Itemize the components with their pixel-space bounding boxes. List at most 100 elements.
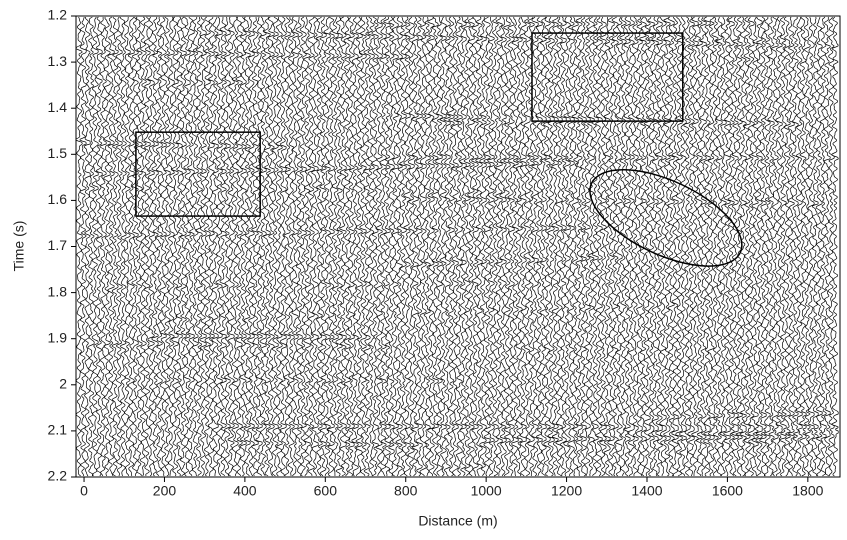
trace [807, 16, 815, 477]
trace [615, 16, 623, 477]
trace [207, 17, 215, 477]
trace [259, 16, 267, 477]
trace [119, 16, 127, 477]
trace [775, 16, 783, 477]
trace [111, 16, 119, 477]
trace [511, 16, 519, 477]
trace [267, 16, 275, 477]
trace [399, 16, 407, 477]
trace [515, 16, 523, 477]
trace [819, 16, 827, 477]
trace [263, 16, 271, 477]
trace [443, 16, 451, 477]
trace [671, 16, 679, 477]
y-tick-label: 1.6 [48, 191, 68, 207]
trace [203, 16, 211, 477]
trace [607, 16, 615, 477]
trace [811, 16, 819, 477]
y-axis-label: Time (s) [11, 221, 27, 272]
y-tick-label: 1.8 [48, 283, 68, 299]
trace [639, 16, 647, 477]
y-tick-label: 2 [59, 376, 67, 392]
trace [771, 16, 779, 477]
trace [643, 16, 651, 477]
trace [335, 16, 343, 477]
trace [415, 16, 423, 477]
trace [195, 16, 203, 477]
trace [699, 16, 707, 477]
trace [463, 16, 471, 477]
trace [815, 16, 823, 477]
trace [79, 16, 87, 477]
trace [663, 16, 671, 477]
trace [831, 16, 839, 477]
trace [143, 16, 151, 477]
trace [491, 16, 499, 477]
trace [791, 16, 799, 477]
trace [139, 16, 147, 477]
trace [567, 16, 575, 477]
trace [395, 16, 403, 477]
trace [827, 16, 835, 477]
trace [823, 16, 831, 477]
trace [327, 16, 335, 477]
trace [135, 16, 143, 477]
trace [255, 16, 263, 477]
trace [271, 16, 279, 477]
trace [723, 16, 731, 477]
x-tick-label: 1600 [712, 483, 743, 499]
trace [383, 16, 391, 477]
trace [559, 16, 567, 477]
trace [503, 16, 511, 477]
trace [347, 16, 355, 477]
trace [755, 16, 763, 477]
x-tick-label: 1400 [631, 483, 662, 499]
trace [527, 16, 535, 476]
trace [423, 17, 431, 477]
trace [655, 16, 663, 477]
trace [767, 16, 775, 477]
trace [687, 16, 695, 477]
trace [695, 16, 703, 477]
trace [551, 16, 559, 477]
trace [459, 16, 467, 477]
trace [703, 16, 711, 477]
y-tick-label: 1.2 [48, 7, 68, 23]
trace [667, 16, 675, 477]
trace [87, 16, 95, 477]
trace [167, 16, 175, 476]
x-tick-label: 200 [153, 483, 177, 499]
trace [479, 16, 487, 477]
trace [307, 17, 315, 477]
trace [287, 16, 295, 476]
trace [487, 16, 495, 476]
x-tick-label: 400 [233, 483, 257, 499]
trace [223, 16, 231, 477]
trace [179, 16, 187, 477]
x-axis-label: Distance (m) [418, 513, 497, 529]
trace [371, 16, 379, 477]
trace [247, 16, 255, 477]
trace [475, 16, 483, 477]
trace [295, 16, 303, 477]
trace [175, 16, 183, 477]
trace [99, 16, 107, 477]
x-tick-label: 800 [394, 483, 418, 499]
trace [599, 16, 607, 477]
trace [291, 16, 299, 477]
trace [679, 16, 687, 477]
trace [543, 16, 551, 477]
trace [627, 17, 635, 477]
trace [323, 16, 331, 477]
trace [303, 16, 311, 477]
trace [495, 16, 503, 477]
trace [735, 16, 743, 477]
trace [683, 16, 691, 477]
trace [127, 16, 135, 477]
trace [191, 16, 199, 477]
trace [727, 16, 735, 477]
highlight-box [531, 32, 684, 122]
trace [535, 16, 543, 477]
trace [759, 16, 767, 477]
